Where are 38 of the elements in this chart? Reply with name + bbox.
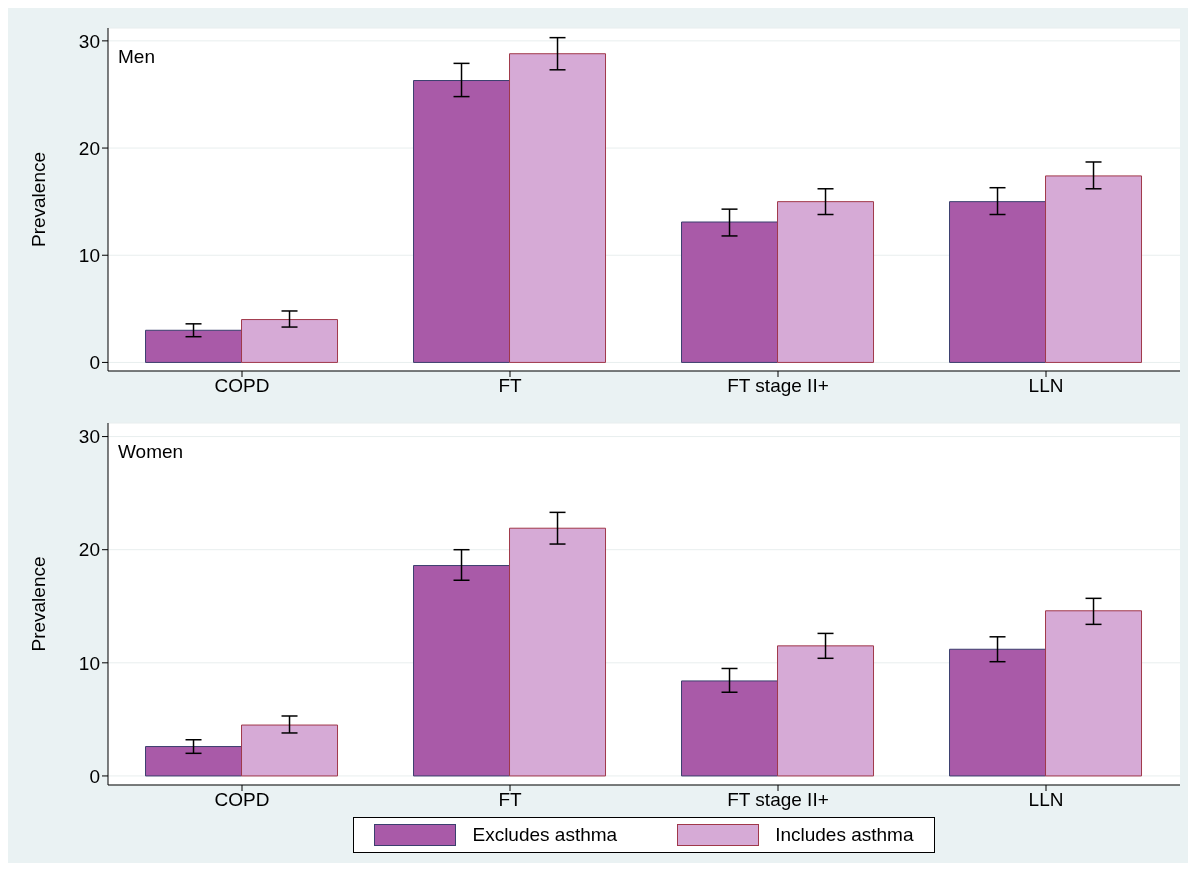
annotation: Men bbox=[118, 46, 155, 68]
bar bbox=[777, 645, 875, 777]
y-tick-label: 10 bbox=[78, 244, 100, 266]
x-tick-label: FT bbox=[498, 375, 522, 397]
bar bbox=[413, 80, 511, 363]
bar bbox=[509, 53, 607, 363]
y-tick-label: 10 bbox=[78, 652, 100, 674]
x-tick-label: FT stage II+ bbox=[727, 375, 829, 397]
x-tick-label: COPD bbox=[214, 789, 270, 811]
bar bbox=[145, 746, 243, 777]
legend-label: Excludes asthma bbox=[472, 824, 618, 846]
y-tick-label: 0 bbox=[89, 352, 100, 374]
bar bbox=[949, 201, 1047, 363]
bar bbox=[145, 329, 243, 363]
bar bbox=[777, 201, 875, 363]
bar bbox=[949, 648, 1047, 777]
x-tick-label: LLN bbox=[1028, 375, 1064, 397]
y-tick-label: 20 bbox=[78, 137, 100, 159]
y-tick-label: 30 bbox=[78, 426, 100, 448]
y-tick-label: 30 bbox=[78, 30, 100, 52]
y-axis-title: Prevalence bbox=[27, 556, 49, 652]
bar bbox=[681, 680, 779, 777]
bar bbox=[241, 724, 339, 777]
bar bbox=[509, 527, 607, 777]
x-tick-label: COPD bbox=[214, 375, 270, 397]
x-tick-label: FT stage II+ bbox=[727, 789, 829, 811]
bar bbox=[241, 319, 339, 363]
y-tick-label: 20 bbox=[78, 539, 100, 561]
bar bbox=[1045, 175, 1143, 363]
annotation: Women bbox=[118, 441, 184, 463]
x-tick-label: FT bbox=[498, 789, 522, 811]
bar bbox=[1045, 610, 1143, 777]
x-tick-label: LLN bbox=[1028, 789, 1064, 811]
bar bbox=[681, 221, 779, 363]
legend-label: Includes asthma bbox=[775, 824, 914, 846]
y-tick-label: 0 bbox=[89, 765, 100, 787]
y-axis-title: Prevalence bbox=[27, 151, 49, 248]
bar bbox=[413, 565, 511, 777]
